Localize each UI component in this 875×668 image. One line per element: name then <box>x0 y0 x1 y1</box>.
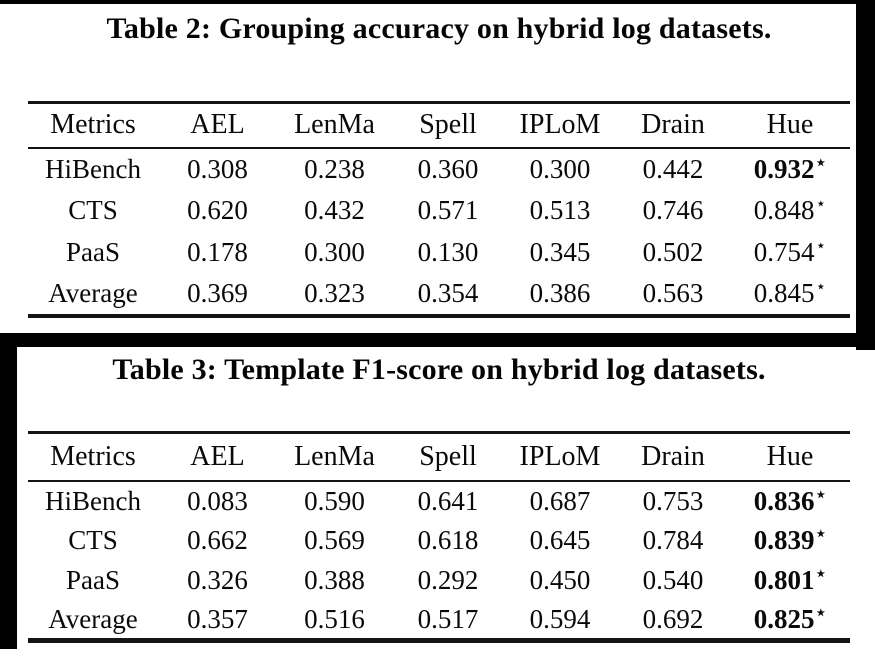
metric-label: CTS <box>68 195 118 225</box>
column-header: Spell <box>392 102 504 149</box>
table-3-caption: Table 3: Template F1-score on hybrid log… <box>112 353 766 386</box>
cell-value: 0.360 <box>417 153 479 184</box>
table-3-header-row: Metrics AEL LenMa Spell IPLoM Drain Hue <box>28 432 850 482</box>
column-header: Metrics <box>28 432 158 482</box>
table-2: Metrics AEL LenMa Spell IPLoM Drain Hue HiBenc… <box>28 101 850 318</box>
column-header: AEL <box>158 432 277 482</box>
cell-value: 0.345 <box>529 237 591 267</box>
cell-value: 0.292 <box>417 565 479 595</box>
table-row: HiBench 0.083 0.590 0.641 0.687 0.753 0.836⋆ <box>28 481 850 521</box>
metric-label: CTS <box>68 525 118 555</box>
significance-star: ⋆ <box>815 194 827 213</box>
cell-value: 0.513 <box>529 195 591 225</box>
metric-label: PaaS <box>66 237 120 267</box>
column-header: Hue <box>730 432 850 482</box>
significance-star: ⋆ <box>815 277 827 296</box>
hue-cell-value: 0.845⋆ <box>753 277 827 308</box>
crop-border-left <box>0 333 17 649</box>
cell-value: 0.326 <box>187 565 248 595</box>
table-2-caption: Table 2: Grouping accuracy on hybrid log… <box>106 12 772 45</box>
table-3: Metrics AEL LenMa Spell IPLoM Drain Hue HiBenc… <box>28 431 850 643</box>
hue-cell-value: 0.848⋆ <box>753 194 827 225</box>
cell-value: 0.238 <box>304 153 365 184</box>
significance-star: ⋆ <box>815 602 827 622</box>
cell-value: 0.784 <box>642 525 704 555</box>
cell-value: 0.540 <box>642 565 704 595</box>
cell-value: 0.517 <box>417 603 479 634</box>
cell-value: 0.502 <box>642 237 704 267</box>
column-header: LenMa <box>277 102 392 149</box>
table-row: PaaS 0.178 0.300 0.130 0.345 0.502 0.754⋆ <box>28 232 850 274</box>
column-header: IPLoM <box>504 102 616 149</box>
table-row: CTS 0.662 0.569 0.618 0.645 0.784 0.839⋆ <box>28 521 850 561</box>
cell-value: 0.746 <box>642 195 704 225</box>
hue-cell-value: 0.801⋆ <box>753 564 827 595</box>
cell-value: 0.687 <box>529 485 591 516</box>
cell-value: 0.618 <box>417 525 479 555</box>
column-header: Drain <box>616 102 730 149</box>
cell-value: 0.357 <box>187 603 248 634</box>
cell-value: 0.571 <box>417 195 479 225</box>
cell-value: 0.662 <box>187 525 248 555</box>
metric-label: PaaS <box>66 565 120 595</box>
column-header: Drain <box>616 432 730 482</box>
cell-value: 0.442 <box>642 153 704 184</box>
cell-value: 0.083 <box>187 485 248 516</box>
cell-value: 0.563 <box>642 278 704 308</box>
column-header: Metrics <box>28 102 158 149</box>
cell-value: 0.645 <box>529 525 591 555</box>
hue-cell-value: 0.825⋆ <box>753 602 827 634</box>
table-row: HiBench 0.308 0.238 0.360 0.300 0.442 0.932⋆ <box>28 148 850 190</box>
cell-value: 0.620 <box>187 195 248 225</box>
cell-value: 0.594 <box>529 603 591 634</box>
cell-value: 0.308 <box>187 153 248 184</box>
significance-star: ⋆ <box>815 152 827 172</box>
column-header: Spell <box>392 432 504 482</box>
table-row: CTS 0.620 0.432 0.571 0.513 0.746 0.848⋆ <box>28 190 850 232</box>
cell-value: 0.300 <box>304 237 365 267</box>
table-2-container: Metrics AEL LenMa Spell IPLoM Drain Hue HiBenc… <box>28 101 850 318</box>
cell-value: 0.641 <box>417 485 479 516</box>
table-3-container: Metrics AEL LenMa Spell IPLoM Drain Hue HiBenc… <box>28 431 850 643</box>
cell-value: 0.354 <box>417 278 479 308</box>
table-2-header-row: Metrics AEL LenMa Spell IPLoM Drain Hue <box>28 102 850 149</box>
cell-value: 0.386 <box>529 278 591 308</box>
cell-value: 0.323 <box>304 278 365 308</box>
cell-value: 0.130 <box>417 237 479 267</box>
cell-value: 0.388 <box>304 565 365 595</box>
cell-value: 0.369 <box>187 278 248 308</box>
significance-star: ⋆ <box>815 484 827 504</box>
column-header: Hue <box>730 102 850 149</box>
metric-label: HiBench <box>45 485 141 516</box>
metric-label: Average <box>48 603 138 634</box>
hue-cell-value: 0.839⋆ <box>753 524 827 555</box>
significance-star: ⋆ <box>815 236 827 255</box>
cell-value: 0.569 <box>304 525 365 555</box>
crop-border-right <box>856 0 875 350</box>
cell-value: 0.753 <box>642 485 704 516</box>
column-header: IPLoM <box>504 432 616 482</box>
cell-value: 0.432 <box>304 195 365 225</box>
hue-cell-value: 0.754⋆ <box>753 236 827 267</box>
table-row: Average 0.357 0.516 0.517 0.594 0.692 0.825⋆ <box>28 601 850 641</box>
metric-label: Average <box>48 278 138 308</box>
cell-value: 0.178 <box>187 237 248 267</box>
hue-cell-value: 0.836⋆ <box>753 484 827 516</box>
column-header: AEL <box>158 102 277 149</box>
significance-star: ⋆ <box>815 564 827 583</box>
crop-border-top <box>0 0 875 4</box>
column-header: LenMa <box>277 432 392 482</box>
metric-label: HiBench <box>45 153 141 184</box>
hue-cell-value: 0.932⋆ <box>753 152 827 184</box>
cell-value: 0.300 <box>529 153 591 184</box>
significance-star: ⋆ <box>815 524 827 543</box>
table-row: PaaS 0.326 0.388 0.292 0.450 0.540 0.801⋆ <box>28 561 850 601</box>
frame-divider-band <box>0 333 875 347</box>
cell-value: 0.692 <box>642 603 704 634</box>
cell-value: 0.450 <box>529 565 591 595</box>
table-row: Average 0.369 0.323 0.354 0.386 0.563 0.845⋆ <box>28 274 850 316</box>
cell-value: 0.516 <box>304 603 365 634</box>
cell-value: 0.590 <box>304 485 365 516</box>
